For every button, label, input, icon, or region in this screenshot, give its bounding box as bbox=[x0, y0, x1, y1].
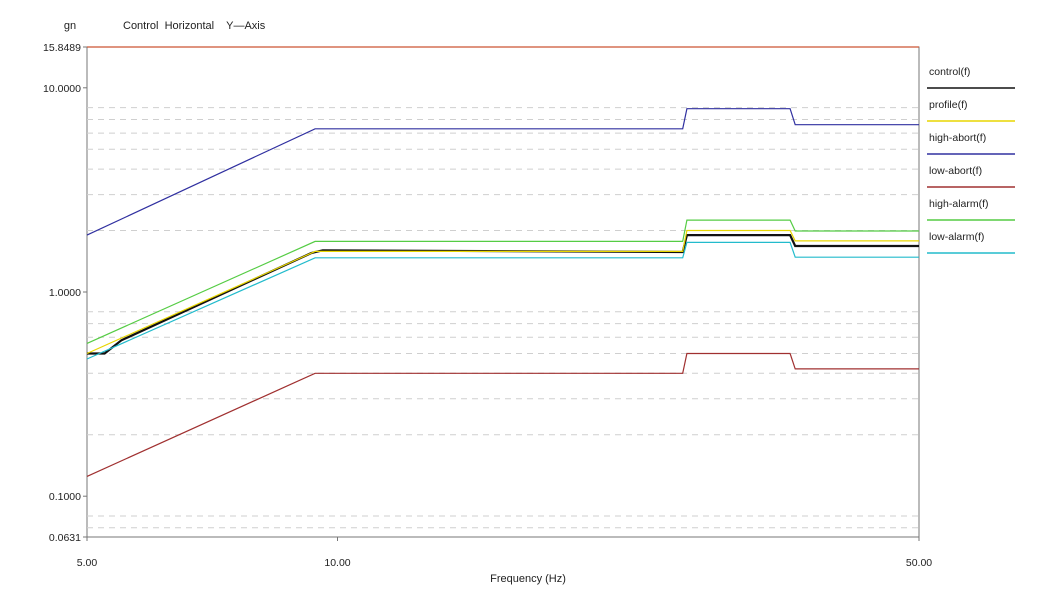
series-line-high-alarmf bbox=[86, 219, 919, 344]
legend-label: high-alarm(f) bbox=[929, 198, 989, 210]
x-axis-ticks: 5.00 10.00 50.00 bbox=[77, 537, 932, 569]
x-axis-label: Frequency (Hz) bbox=[490, 573, 566, 585]
series-line-profilef bbox=[86, 229, 919, 355]
x-tick-label: 5.00 bbox=[77, 557, 98, 569]
legend-label: low-abort(f) bbox=[929, 165, 982, 177]
legend-label: control(f) bbox=[929, 66, 970, 78]
y-axis-label: gn bbox=[64, 20, 76, 32]
legend-label: profile(f) bbox=[929, 99, 968, 111]
chart-title: Control Horizontal Y—Axis bbox=[123, 20, 266, 32]
y-tick-label: 0.0631 bbox=[49, 532, 81, 544]
y-tick-label: 15.8489 bbox=[43, 42, 81, 54]
y-tick-label: 10.0000 bbox=[43, 83, 81, 95]
legend: control(f) profile(f) high-abort(f) low-abo… bbox=[927, 66, 1015, 254]
x-tick-label: 50.00 bbox=[906, 557, 932, 569]
series-line-low-alarmf bbox=[86, 241, 919, 360]
series-layer bbox=[86, 46, 919, 477]
y-tick-label: 0.1000 bbox=[49, 491, 81, 503]
legend-label: low-alarm(f) bbox=[929, 231, 984, 243]
series-line-high-abortf bbox=[86, 108, 919, 236]
legend-label: high-abort(f) bbox=[929, 132, 986, 144]
y-axis-ticks: 15.8489 10.0000 1.0000 0.1000 0.0631 bbox=[43, 42, 87, 544]
series-line-low-abortf bbox=[86, 352, 919, 477]
y-tick-label: 1.0000 bbox=[49, 287, 81, 299]
x-tick-label: 10.00 bbox=[324, 557, 350, 569]
